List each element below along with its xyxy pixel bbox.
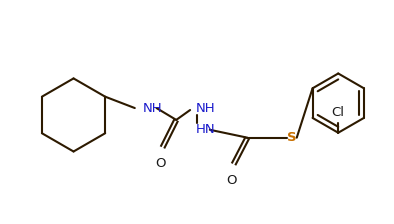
Text: S: S: [287, 131, 297, 144]
Text: HN: HN: [196, 123, 216, 136]
Text: O: O: [226, 174, 237, 187]
Text: O: O: [155, 157, 166, 170]
Text: NH: NH: [143, 101, 162, 114]
Text: NH: NH: [196, 101, 216, 114]
Text: Cl: Cl: [332, 106, 345, 119]
